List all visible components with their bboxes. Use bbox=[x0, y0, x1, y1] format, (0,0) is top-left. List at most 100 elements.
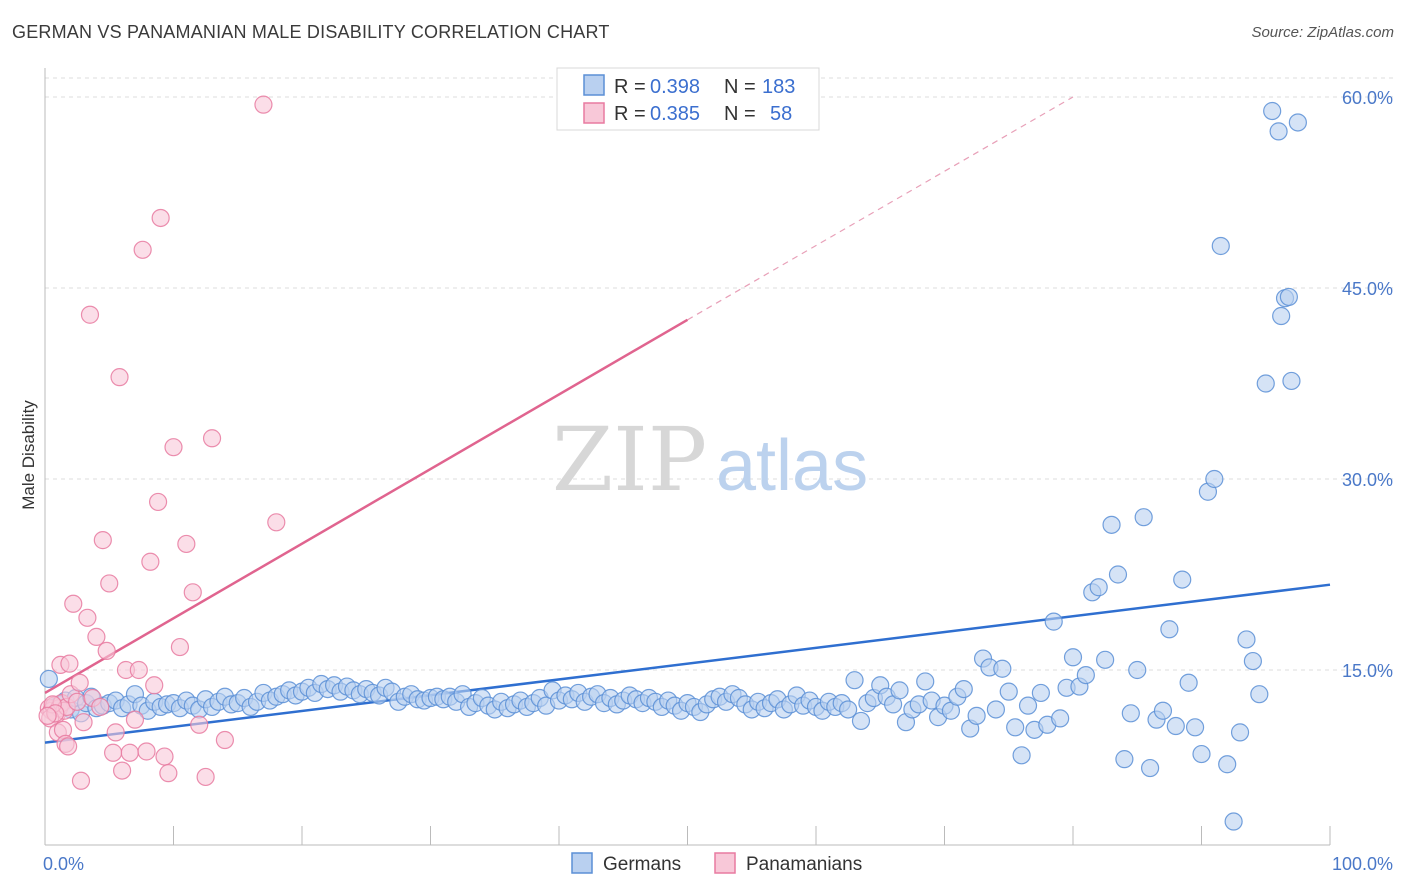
chart-source: Source: ZipAtlas.com bbox=[1251, 24, 1394, 41]
point-panamanians bbox=[106, 723, 125, 742]
point-germans bbox=[999, 682, 1018, 701]
point-germans bbox=[1076, 665, 1095, 685]
svg-text:R =: R = bbox=[614, 76, 646, 98]
point-germans bbox=[1012, 746, 1031, 765]
point-germans bbox=[1063, 648, 1083, 667]
point-panamanians bbox=[159, 764, 178, 783]
data-points bbox=[38, 95, 1307, 831]
point-panamanians bbox=[104, 743, 123, 762]
point-germans bbox=[1031, 683, 1050, 703]
y-tick-label: 30.0% bbox=[1342, 470, 1393, 490]
point-germans bbox=[1044, 612, 1063, 631]
point-panamanians bbox=[141, 552, 160, 571]
svg-text:N =: N = bbox=[724, 76, 756, 98]
point-panamanians bbox=[129, 660, 148, 680]
point-panamanians bbox=[133, 240, 152, 259]
point-germans bbox=[1192, 744, 1211, 764]
point-germans bbox=[1006, 718, 1025, 737]
point-panamanians bbox=[78, 608, 97, 627]
legend-swatch-panamanians bbox=[583, 102, 605, 124]
point-germans bbox=[954, 679, 973, 699]
x-tick-label: 0.0% bbox=[43, 854, 84, 874]
y-tick-label: 15.0% bbox=[1342, 661, 1393, 681]
point-panamanians bbox=[80, 305, 100, 324]
bottom-legend-panamanians: Panamanians bbox=[746, 854, 862, 875]
point-germans bbox=[1185, 718, 1205, 737]
point-germans bbox=[1096, 650, 1115, 669]
point-germans bbox=[993, 659, 1012, 678]
point-germans bbox=[1173, 570, 1192, 589]
point-germans bbox=[1134, 508, 1153, 527]
point-panamanians bbox=[91, 697, 110, 717]
legend-r-germans: 0.398 bbox=[650, 76, 700, 98]
point-panamanians bbox=[93, 531, 112, 550]
point-panamanians bbox=[145, 676, 164, 695]
point-germans bbox=[1288, 113, 1307, 132]
watermark-zip: ZIP bbox=[552, 408, 707, 511]
watermark-atlas: atlas bbox=[716, 426, 868, 506]
point-panamanians bbox=[112, 761, 132, 780]
y-tick-label: 45.0% bbox=[1342, 279, 1393, 299]
point-germans bbox=[1272, 306, 1291, 326]
point-germans bbox=[1237, 630, 1256, 649]
x-tick-label: 100.0% bbox=[1332, 854, 1393, 874]
svg-text:N =: N = bbox=[724, 103, 756, 125]
point-germans bbox=[1128, 660, 1147, 680]
tick-labels: 15.0% 30.0% 45.0% 60.0% 0.0% 100.0% bbox=[43, 88, 1393, 874]
point-germans bbox=[1121, 704, 1140, 723]
point-panamanians bbox=[68, 692, 87, 711]
point-germans bbox=[845, 671, 864, 690]
point-panamanians bbox=[267, 513, 286, 532]
y-tick-label: 60.0% bbox=[1342, 88, 1393, 108]
point-panamanians bbox=[155, 747, 174, 766]
point-germans bbox=[1243, 651, 1263, 671]
bottom-legend-swatch-germans bbox=[571, 852, 593, 874]
point-panamanians bbox=[60, 654, 79, 673]
point-germans bbox=[1115, 750, 1134, 769]
point-panamanians bbox=[196, 767, 215, 787]
y-axis-label: Male Disability bbox=[19, 400, 38, 510]
point-panamanians bbox=[137, 742, 156, 761]
trend-lines bbox=[44, 96, 1331, 744]
bottom-legend-swatch-panamanians bbox=[714, 852, 736, 874]
point-panamanians bbox=[70, 673, 89, 692]
point-panamanians bbox=[164, 438, 183, 457]
point-panamanians bbox=[97, 641, 116, 661]
legend-r-panamanians: 0.385 bbox=[650, 103, 700, 125]
point-germans bbox=[890, 681, 909, 700]
point-panamanians bbox=[151, 208, 170, 228]
point-germans bbox=[1230, 723, 1250, 742]
point-panamanians bbox=[125, 710, 145, 729]
point-panamanians bbox=[148, 492, 168, 512]
point-panamanians bbox=[71, 771, 91, 790]
point-panamanians bbox=[202, 429, 222, 448]
point-panamanians bbox=[215, 730, 234, 750]
point-germans bbox=[1140, 758, 1160, 778]
point-panamanians bbox=[38, 706, 57, 725]
point-germans bbox=[1102, 515, 1121, 534]
point-panamanians bbox=[170, 637, 190, 657]
point-germans bbox=[1250, 685, 1269, 704]
point-panamanians bbox=[177, 534, 196, 554]
chart-title: GERMAN VS PANAMANIAN MALE DISABILITY COR… bbox=[12, 22, 610, 42]
point-germans bbox=[851, 711, 871, 731]
point-germans bbox=[839, 700, 858, 719]
point-panamanians bbox=[100, 574, 119, 593]
point-germans bbox=[1160, 620, 1179, 639]
point-germans bbox=[1269, 122, 1288, 141]
trend-line-germans bbox=[44, 583, 1331, 744]
point-germans bbox=[1089, 578, 1108, 597]
point-germans bbox=[967, 706, 986, 725]
point-germans bbox=[1051, 709, 1070, 728]
point-germans bbox=[1108, 565, 1128, 584]
legend-n-panamanians: 58 bbox=[770, 103, 792, 125]
point-panamanians bbox=[74, 713, 93, 732]
point-germans bbox=[1166, 716, 1185, 736]
point-germans bbox=[1218, 755, 1237, 774]
point-germans bbox=[1256, 374, 1275, 393]
point-germans bbox=[1279, 287, 1298, 307]
point-panamanians bbox=[183, 583, 202, 602]
point-germans bbox=[916, 672, 935, 691]
point-panamanians bbox=[64, 594, 83, 613]
